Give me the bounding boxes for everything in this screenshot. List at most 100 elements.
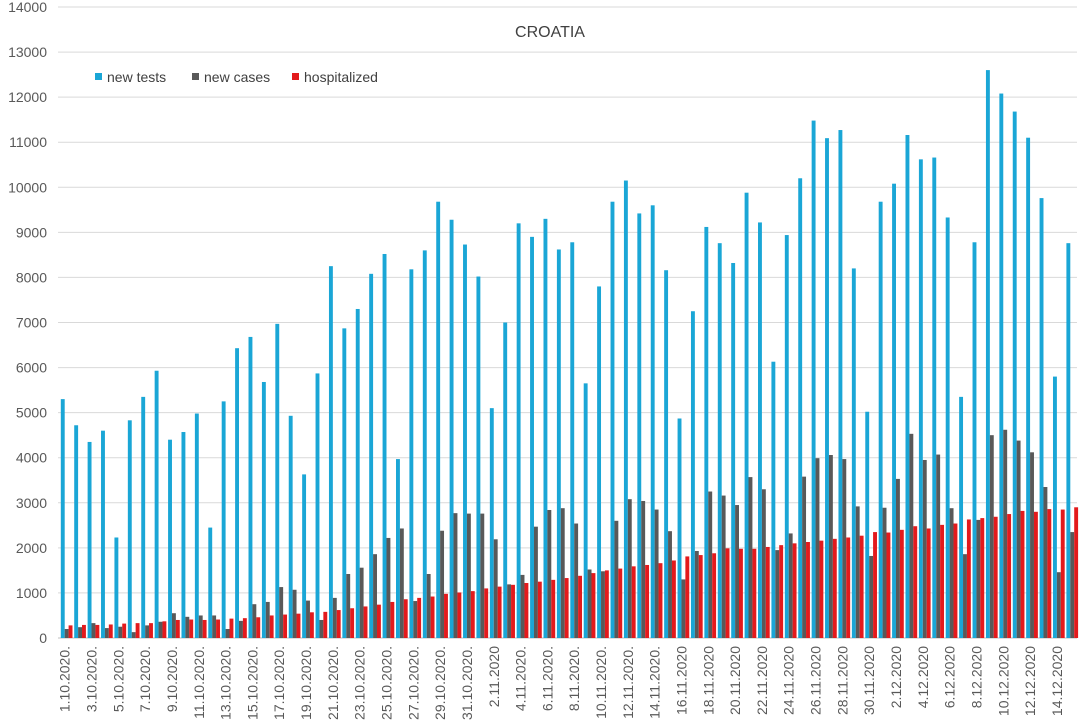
new-cases-bar: [855, 506, 860, 638]
new-cases-bar: [520, 574, 525, 638]
new-tests-bar: [556, 249, 561, 639]
new-tests-bar: [623, 180, 628, 638]
hospitalized-bar: [685, 556, 690, 638]
legend: new tests new cases hospitalized: [95, 69, 378, 85]
new-tests-bar: [516, 223, 521, 638]
hospitalized-bar: [1020, 510, 1025, 638]
new-cases-bar: [346, 574, 351, 638]
hospitalized-bar: [470, 591, 475, 638]
new-cases-bar: [761, 489, 766, 638]
new-tests-bar: [637, 213, 642, 638]
hospitalized-bar: [739, 548, 743, 638]
new-cases-bar: [225, 628, 230, 638]
hospitalized-bar: [551, 579, 556, 638]
legend-swatch-new-cases: [192, 73, 199, 80]
y-tick-label: 6000: [16, 360, 47, 376]
new-tests-bar: [717, 243, 722, 639]
new-cases-bar: [158, 621, 163, 638]
hospitalized-bar: [336, 610, 341, 638]
new-cases-bar: [1043, 487, 1048, 638]
hospitalized-bar: [658, 563, 663, 638]
hospitalized-bar: [296, 613, 301, 638]
new-tests-bar: [677, 418, 682, 638]
new-cases-bar: [252, 604, 257, 638]
new-tests-bar: [851, 268, 856, 638]
new-cases-bar: [212, 615, 217, 638]
new-tests-bar: [932, 157, 937, 639]
hospitalized-bar: [202, 619, 207, 638]
hospitalized-bar: [162, 621, 167, 638]
new-tests-bar: [811, 120, 816, 638]
x-tick-label: 19.10.2020.: [298, 646, 314, 720]
hospitalized-bar: [859, 535, 864, 638]
new-cases-bar: [587, 569, 592, 638]
new-tests-bar: [302, 474, 307, 638]
new-cases-bar: [131, 632, 136, 638]
new-cases-bar: [748, 477, 753, 638]
new-cases-bar: [265, 601, 270, 638]
hospitalized-bar: [604, 570, 609, 638]
x-tick-label: 5.10.2020.: [110, 646, 126, 712]
new-cases-bar: [399, 528, 404, 638]
new-tests-bar: [208, 527, 213, 638]
new-cases-bar: [815, 458, 820, 638]
y-tick-label: 11000: [9, 134, 47, 150]
x-tick-label: 12.12.2020: [1022, 646, 1038, 716]
x-tick-label: 4.12.2020: [915, 646, 931, 708]
new-tests-bar: [918, 159, 923, 638]
x-tick-label: 17.10.2020.: [271, 646, 287, 720]
new-cases-bar: [547, 510, 552, 638]
x-tick-label: 28.11.2020: [834, 646, 850, 715]
new-cases-bar: [976, 519, 981, 638]
new-tests-bar: [449, 219, 454, 639]
y-tick-label: 8000: [16, 269, 47, 285]
new-cases-bar: [493, 539, 498, 638]
new-cases-bar: [708, 491, 713, 638]
new-tests-bar: [650, 205, 655, 638]
hospitalized-bar: [497, 586, 502, 638]
new-tests-bar: [382, 253, 387, 639]
hospitalized-bar: [175, 619, 180, 638]
hospitalized-bar: [484, 588, 489, 638]
new-tests-bar: [221, 401, 226, 639]
hospitalized-bar: [309, 612, 314, 638]
new-cases-bar: [775, 550, 780, 638]
new-tests-bar: [1026, 137, 1031, 638]
new-cases-bar: [466, 513, 471, 638]
new-tests-bar: [503, 322, 508, 638]
x-tick-label: 2.12.2020: [888, 646, 904, 708]
new-tests-bar: [355, 308, 360, 638]
new-cases-bar: [882, 507, 887, 638]
new-cases-bar: [533, 526, 538, 638]
x-tick-label: 13.10.2020.: [218, 646, 234, 720]
x-tick-label: 27.10.2020.: [405, 646, 421, 720]
new-cases-bar: [936, 454, 941, 638]
hospitalized-bar: [363, 606, 368, 638]
x-tick-label: 9.10.2020.: [164, 646, 180, 712]
new-tests-bar: [489, 408, 494, 638]
new-tests-bar: [798, 178, 803, 638]
new-cases-bar: [171, 613, 176, 638]
new-cases-bar: [386, 537, 391, 638]
new-cases-bar: [560, 508, 565, 638]
hospitalized-bar: [631, 566, 636, 638]
new-cases-bar: [668, 531, 672, 638]
y-tick-label: 7000: [16, 315, 47, 331]
y-tick-label: 3000: [16, 495, 47, 511]
x-tick-label: 29.10.2020.: [432, 646, 448, 720]
new-tests-bar: [74, 425, 79, 638]
new-tests-bar: [114, 537, 119, 638]
hospitalized-bar: [108, 624, 113, 638]
hospitalized-bar: [229, 618, 234, 638]
x-tick-label: 4.11.2020.: [513, 646, 529, 711]
new-tests-bar: [985, 70, 990, 639]
new-tests-bar: [396, 459, 400, 638]
new-cases-bar: [694, 551, 699, 638]
hospitalized-bar: [564, 578, 569, 638]
legend-swatch-hospitalized: [292, 73, 299, 80]
x-tick-label: 6.11.2020.: [539, 646, 555, 711]
hospitalized-bar: [189, 619, 194, 638]
legend-label-new-cases: new cases: [204, 69, 270, 85]
x-tick-label: 31.10.2020.: [459, 646, 475, 720]
x-tick-label: 11.10.2020.: [191, 646, 207, 719]
